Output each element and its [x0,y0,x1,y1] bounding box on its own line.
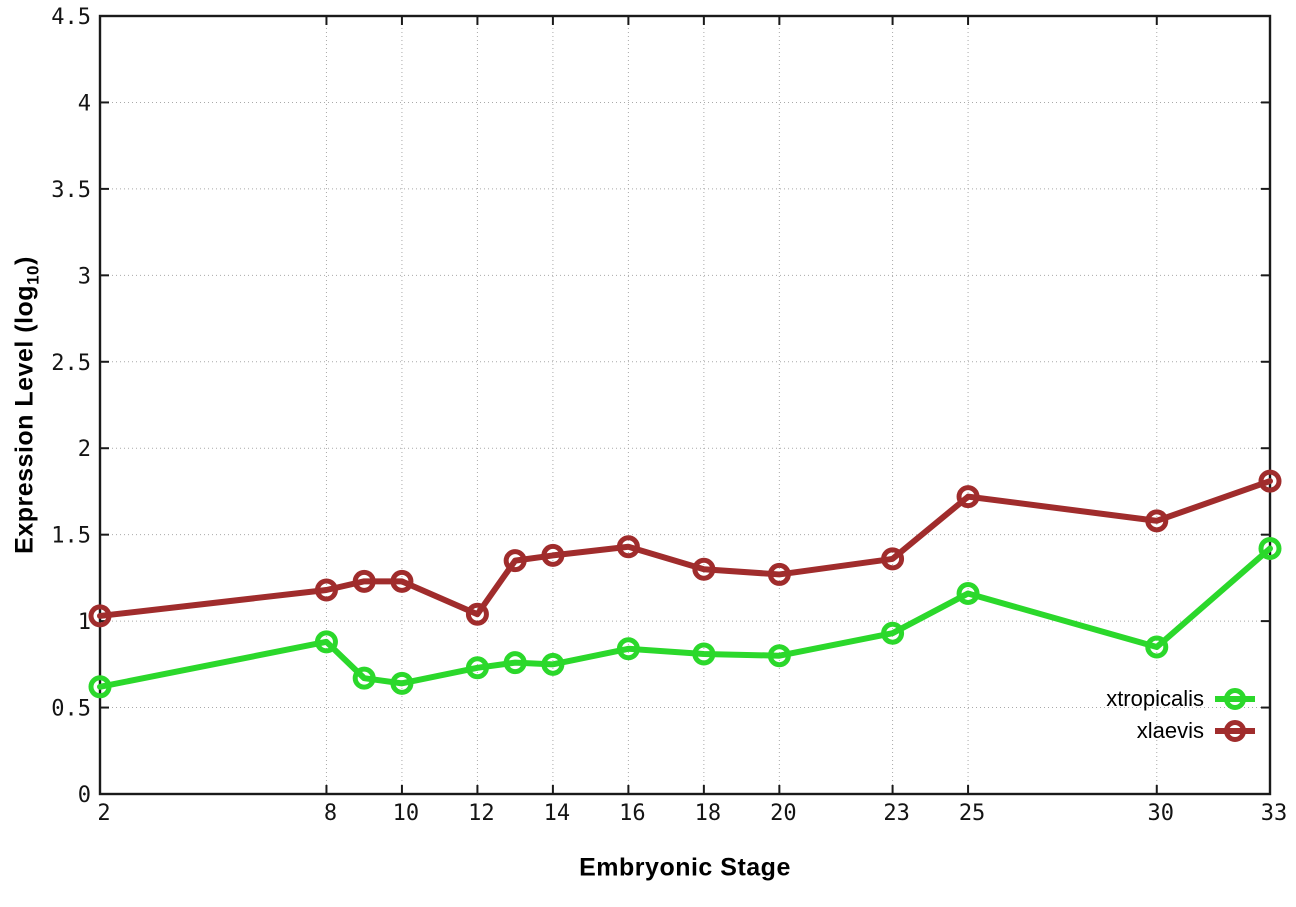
x-tick-label: 10 [393,801,420,826]
series-line-xtropicalis [97,545,1273,690]
x-tick-label: 30 [1148,801,1175,826]
y-tick-label: 4.5 [51,5,91,30]
data-point-xtropicalis [616,637,640,661]
legend-circle-marker [1224,687,1246,710]
data-point-xtropicalis [314,630,338,654]
data-point-xlaevis [956,485,980,509]
y-tick-label: 1 [78,610,91,635]
y-tick-label: 4 [78,91,91,116]
y-tick-label: 3 [78,264,91,289]
data-point-xlaevis [541,543,565,567]
data-point-xlaevis [390,569,414,593]
x-tick-label: 18 [695,801,722,826]
y-tick-label: 2 [78,437,91,462]
x-tick-label: 12 [468,801,495,826]
data-point-xlaevis [314,578,338,602]
x-tick-label: 8 [324,801,337,826]
data-point-xtropicalis [88,675,112,699]
x-tick-label: 14 [544,801,571,826]
data-point-xlaevis [1145,509,1169,533]
y-axis-label-text: Expression Level (log [10,284,39,554]
x-tick-label: 33 [1261,801,1288,826]
data-point-xtropicalis [503,651,527,675]
data-point-xtropicalis [390,671,414,695]
legend-circle-marker [1224,719,1246,742]
legend-label-xtropicalis: xtropicalis [1106,685,1204,711]
y-tick-label: 0.5 [51,697,91,722]
x-tick-label: 2 [97,801,110,826]
data-point-xtropicalis [692,642,716,666]
y-tick-label: 3.5 [51,178,91,203]
data-point-xtropicalis [767,644,791,668]
x-tick-label: 20 [770,801,797,826]
data-point-xlaevis [1258,469,1282,493]
legend-item-xlaevis: xlaevis [1137,716,1255,745]
data-point-xtropicalis [352,666,376,690]
x-axis-label: Embryonic Stage [579,853,791,882]
data-point-xlaevis [352,569,376,593]
data-point-xlaevis [616,535,640,559]
legend-item-xtropicalis: xtropicalis [1106,684,1255,713]
data-point-xlaevis [503,549,527,573]
data-point-xlaevis [881,547,905,571]
plot-border [98,14,1272,796]
data-point-xlaevis [767,562,791,586]
y-tick-label: 0 [78,783,91,808]
y-tick-label: 1.5 [51,524,91,549]
y-axis-label-subscript: 10 [23,264,43,285]
data-point-xlaevis [88,604,112,628]
legend: xtropicalis xlaevis [1106,684,1255,745]
legend-label-xlaevis: xlaevis [1136,717,1204,743]
y-tick-label: 2.5 [51,351,91,376]
line-circle-marker-icon [1215,718,1255,744]
line-circle-marker-icon [1215,686,1255,712]
x-tick-label: 25 [959,801,986,826]
data-point-xtropicalis [465,656,489,680]
data-point-xtropicalis [541,652,565,676]
data-point-xlaevis [465,602,489,626]
data-point-xtropicalis [881,621,905,645]
x-tick-label: 16 [619,801,646,826]
series-line-xlaevis [97,478,1273,619]
y-axis-label-close: ) [10,256,39,265]
x-tick-label: 23 [883,801,910,826]
data-point-xtropicalis [1258,536,1282,560]
y-axis-label: Expression Level (log10) [11,256,44,554]
data-point-xlaevis [692,557,716,581]
data-point-xtropicalis [1145,635,1169,659]
data-point-xtropicalis [956,581,980,605]
